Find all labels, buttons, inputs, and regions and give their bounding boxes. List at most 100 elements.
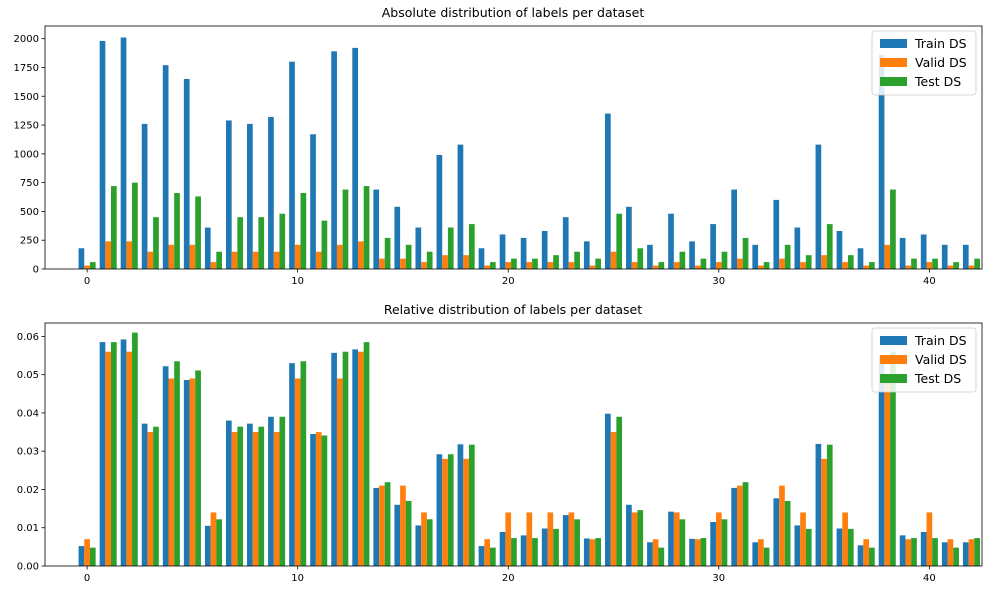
y-tick-label: 250: [20, 236, 39, 247]
bar: [668, 213, 674, 269]
series-train-ds: [78, 37, 969, 270]
bar: [468, 224, 475, 269]
bar: [652, 539, 659, 566]
bar: [583, 241, 590, 269]
bar: [526, 512, 533, 566]
bar: [595, 258, 601, 269]
bar: [890, 189, 896, 269]
y-tick-label: 0.04: [17, 408, 39, 419]
bar: [237, 217, 244, 269]
bar: [604, 413, 611, 566]
bar: [947, 265, 954, 269]
bar: [210, 262, 217, 269]
bar: [574, 251, 580, 269]
bar: [490, 547, 496, 566]
bar: [562, 217, 569, 269]
bar: [800, 262, 806, 269]
bar: [847, 255, 854, 269]
bar: [911, 258, 917, 269]
bar: [132, 332, 138, 566]
bar: [794, 227, 801, 269]
bar: [421, 512, 427, 566]
x-tick-label: 30: [712, 276, 725, 287]
bar: [499, 234, 506, 269]
bar: [436, 154, 443, 269]
bar: [589, 265, 596, 269]
y-tick-label: 1000: [14, 149, 39, 160]
bar: [779, 485, 785, 566]
bar: [715, 262, 722, 269]
y-tick-label: 1250: [14, 121, 39, 132]
bar: [231, 251, 238, 269]
bar: [490, 262, 496, 269]
bar: [673, 512, 680, 566]
bar: [773, 199, 780, 269]
bar: [668, 511, 674, 566]
bar: [126, 241, 133, 269]
bar: [310, 134, 316, 269]
bar: [174, 361, 180, 566]
bar: [941, 542, 948, 566]
bar: [478, 546, 485, 566]
bar: [742, 482, 749, 566]
x-tick-label: 40: [923, 276, 936, 287]
bar: [899, 237, 906, 269]
bar: [247, 123, 253, 269]
bar: [258, 217, 265, 269]
bar: [926, 512, 933, 566]
bar: [294, 244, 301, 269]
bar: [247, 423, 253, 566]
bar: [415, 227, 422, 269]
bar: [336, 378, 343, 566]
bar: [499, 531, 506, 566]
bar: [252, 432, 259, 566]
bar: [920, 234, 927, 269]
bar: [216, 251, 222, 269]
bar: [532, 258, 538, 269]
bar: [842, 262, 848, 269]
bar: [710, 521, 716, 566]
bar: [626, 504, 632, 566]
bar: [162, 65, 169, 269]
bar: [857, 545, 864, 566]
series-train-ds: [78, 339, 969, 566]
bar: [463, 255, 469, 269]
bar: [379, 485, 385, 566]
bar: [553, 528, 559, 566]
bar: [637, 248, 644, 269]
bar: [84, 539, 90, 566]
bar: [363, 186, 370, 269]
bar: [99, 342, 106, 566]
legend-swatch: [880, 58, 907, 67]
bar: [78, 546, 85, 566]
bar: [694, 265, 701, 269]
bar: [457, 444, 464, 566]
bar: [610, 432, 617, 566]
legend-label: Test DS: [914, 74, 961, 89]
bar: [141, 123, 148, 269]
bar: [647, 542, 653, 566]
x-tick-label: 10: [291, 573, 304, 584]
chart-title: Relative distribution of labels per data…: [384, 302, 642, 317]
bar: [231, 432, 238, 566]
bar: [195, 370, 201, 566]
bar: [878, 355, 885, 566]
bar: [694, 539, 701, 566]
bar: [405, 244, 412, 269]
bar: [99, 40, 106, 269]
bar: [595, 538, 601, 566]
bar: [869, 547, 875, 566]
bar: [884, 378, 891, 566]
bar: [805, 528, 812, 566]
bar: [310, 433, 316, 566]
bar: [400, 485, 406, 566]
bar: [752, 244, 759, 269]
bar: [826, 444, 833, 566]
bar: [547, 262, 554, 269]
bar: [884, 244, 891, 269]
legend-label: Valid DS: [915, 352, 967, 367]
bar: [120, 37, 127, 269]
bar: [673, 262, 680, 269]
bar: [168, 378, 175, 566]
